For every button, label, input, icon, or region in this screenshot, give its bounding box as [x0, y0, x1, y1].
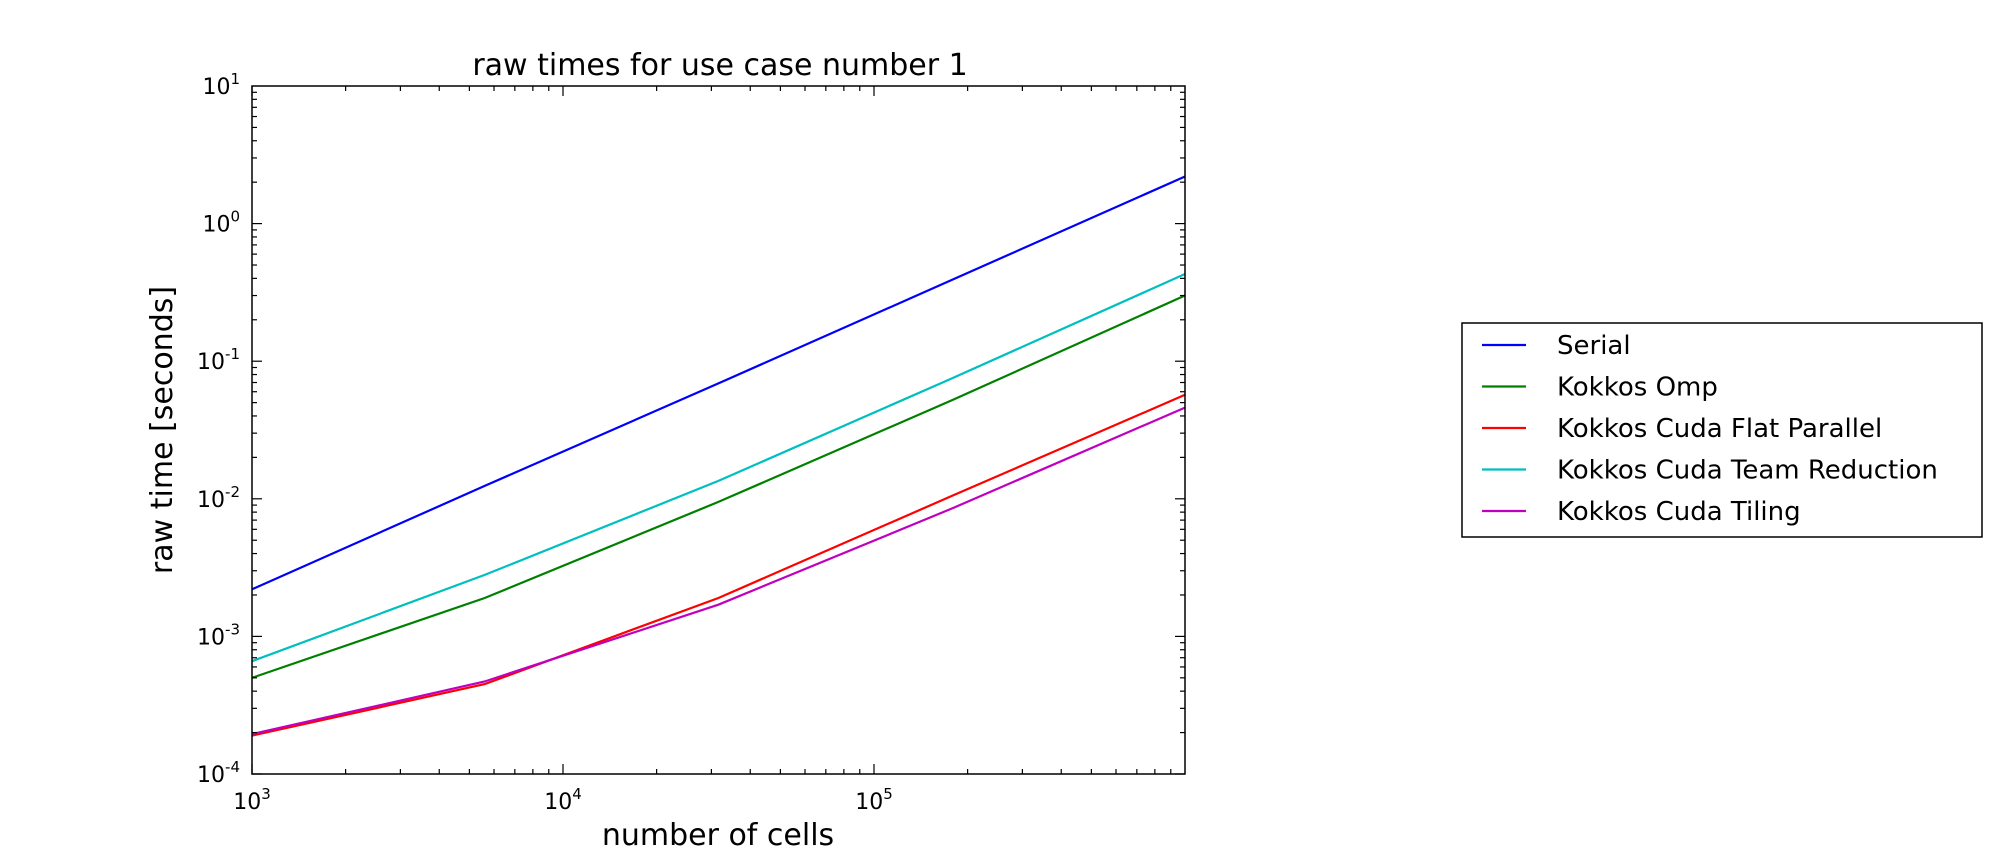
y-tick-label-1: 100	[202, 208, 240, 238]
y-tick-label-5: 10-4	[197, 758, 240, 788]
y-tick-label-3: 10-2	[197, 483, 240, 513]
series-line-3	[251, 272, 1186, 663]
plot-frame	[251, 85, 1186, 775]
x-tick-label-2: 105	[855, 785, 893, 815]
y-axis-title: raw time [seconds]	[145, 286, 180, 574]
legend-label-4: Kokkos Cuda Tiling	[1557, 497, 1801, 527]
chart-title: raw times for use case number 1	[472, 48, 967, 83]
legend: Serial Kokkos Omp Kokkos Cuda Flat Paralle…	[1461, 322, 1983, 538]
series-line-1	[251, 294, 1186, 679]
ticks-layer	[251, 86, 1185, 775]
legend-label-0: Serial	[1557, 331, 1631, 361]
y-tick-label-4: 10-3	[197, 620, 240, 650]
x-axis-title: number of cells	[602, 818, 834, 853]
legend-box	[1461, 322, 1983, 538]
x-tick-label-1: 104	[544, 785, 582, 815]
legend-items: Serial Kokkos Omp Kokkos Cuda Flat Paralle…	[1482, 331, 1938, 527]
series-line-2	[251, 393, 1186, 737]
tick-labels-layer: 103 104 105 101 100 10-1 10-2 10-3 10-4	[197, 70, 893, 815]
series-line-0	[251, 175, 1186, 591]
legend-label-1: Kokkos Omp	[1557, 373, 1718, 403]
series-line-4	[251, 406, 1186, 736]
legend-label-3: Kokkos Cuda Team Reduction	[1557, 456, 1938, 486]
x-tick-label-0: 103	[233, 785, 271, 815]
y-tick-label-2: 10-1	[197, 345, 240, 375]
series-layer	[251, 175, 1186, 737]
y-tick-label-0: 101	[202, 70, 240, 100]
legend-label-2: Kokkos Cuda Flat Parallel	[1557, 414, 1882, 444]
